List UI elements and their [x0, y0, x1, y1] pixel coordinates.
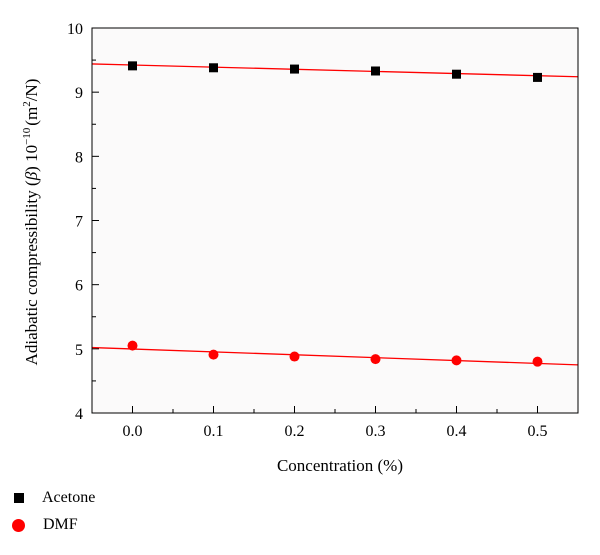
y-axis-label: Adiabatic compressibility (β) 10−10(m2/N…: [21, 79, 41, 366]
data-point-acetone: [290, 64, 299, 74]
fit-line-dmf: [91, 346, 579, 366]
legend-item-dmf: DMF: [12, 516, 78, 534]
fit-line-acetone: [91, 63, 579, 78]
x-axis: 0.0 0.1 0.2 0.3 0.4 0.5: [123, 406, 548, 440]
legend-marker-dmf: [12, 518, 25, 532]
legend-label-dmf: DMF: [43, 516, 78, 533]
legend-marker-acetone: [14, 493, 24, 503]
x-tick-label: 0.2: [285, 423, 305, 440]
data-point-dmf: [127, 340, 138, 351]
y-tick-label: 5: [75, 342, 83, 359]
chart-canvas: 0.0 0.1 0.2 0.3 0.4 0.5 4 5 6 7 8 9 10 Concentratio…: [21, 21, 579, 475]
x-tick-label: 0.3: [366, 423, 386, 440]
data-point-acetone: [209, 63, 218, 73]
data-point-dmf: [289, 351, 300, 362]
data-point-acetone: [371, 66, 380, 76]
y-axis: 4 5 6 7 8 9 10: [67, 21, 99, 423]
data-point-dmf: [208, 349, 219, 360]
x-tick-label: 0.1: [204, 423, 224, 440]
x-axis-label: Concentration (%): [277, 456, 403, 475]
y-tick-label: 6: [75, 278, 83, 295]
y-tick-label: 7: [75, 214, 83, 231]
x-tick-label: 0.4: [447, 423, 467, 440]
data-point-dmf: [532, 356, 543, 367]
y-tick-label: 10: [67, 21, 83, 38]
y-tick-label: 9: [75, 85, 83, 102]
data-point-acetone: [128, 61, 137, 71]
y-tick-label: 4: [75, 406, 83, 423]
x-tick-label: 0.0: [123, 423, 143, 440]
data-point-acetone: [452, 69, 461, 79]
x-tick-label: 0.5: [528, 423, 548, 440]
legend-label-acetone: Acetone: [42, 489, 96, 506]
legend-item-acetone: Acetone: [12, 489, 95, 507]
data-point-acetone: [533, 72, 542, 82]
data-point-dmf: [451, 355, 462, 366]
plot-area: [92, 28, 578, 413]
y-tick-label: 8: [75, 149, 83, 166]
data-point-dmf: [370, 354, 381, 365]
